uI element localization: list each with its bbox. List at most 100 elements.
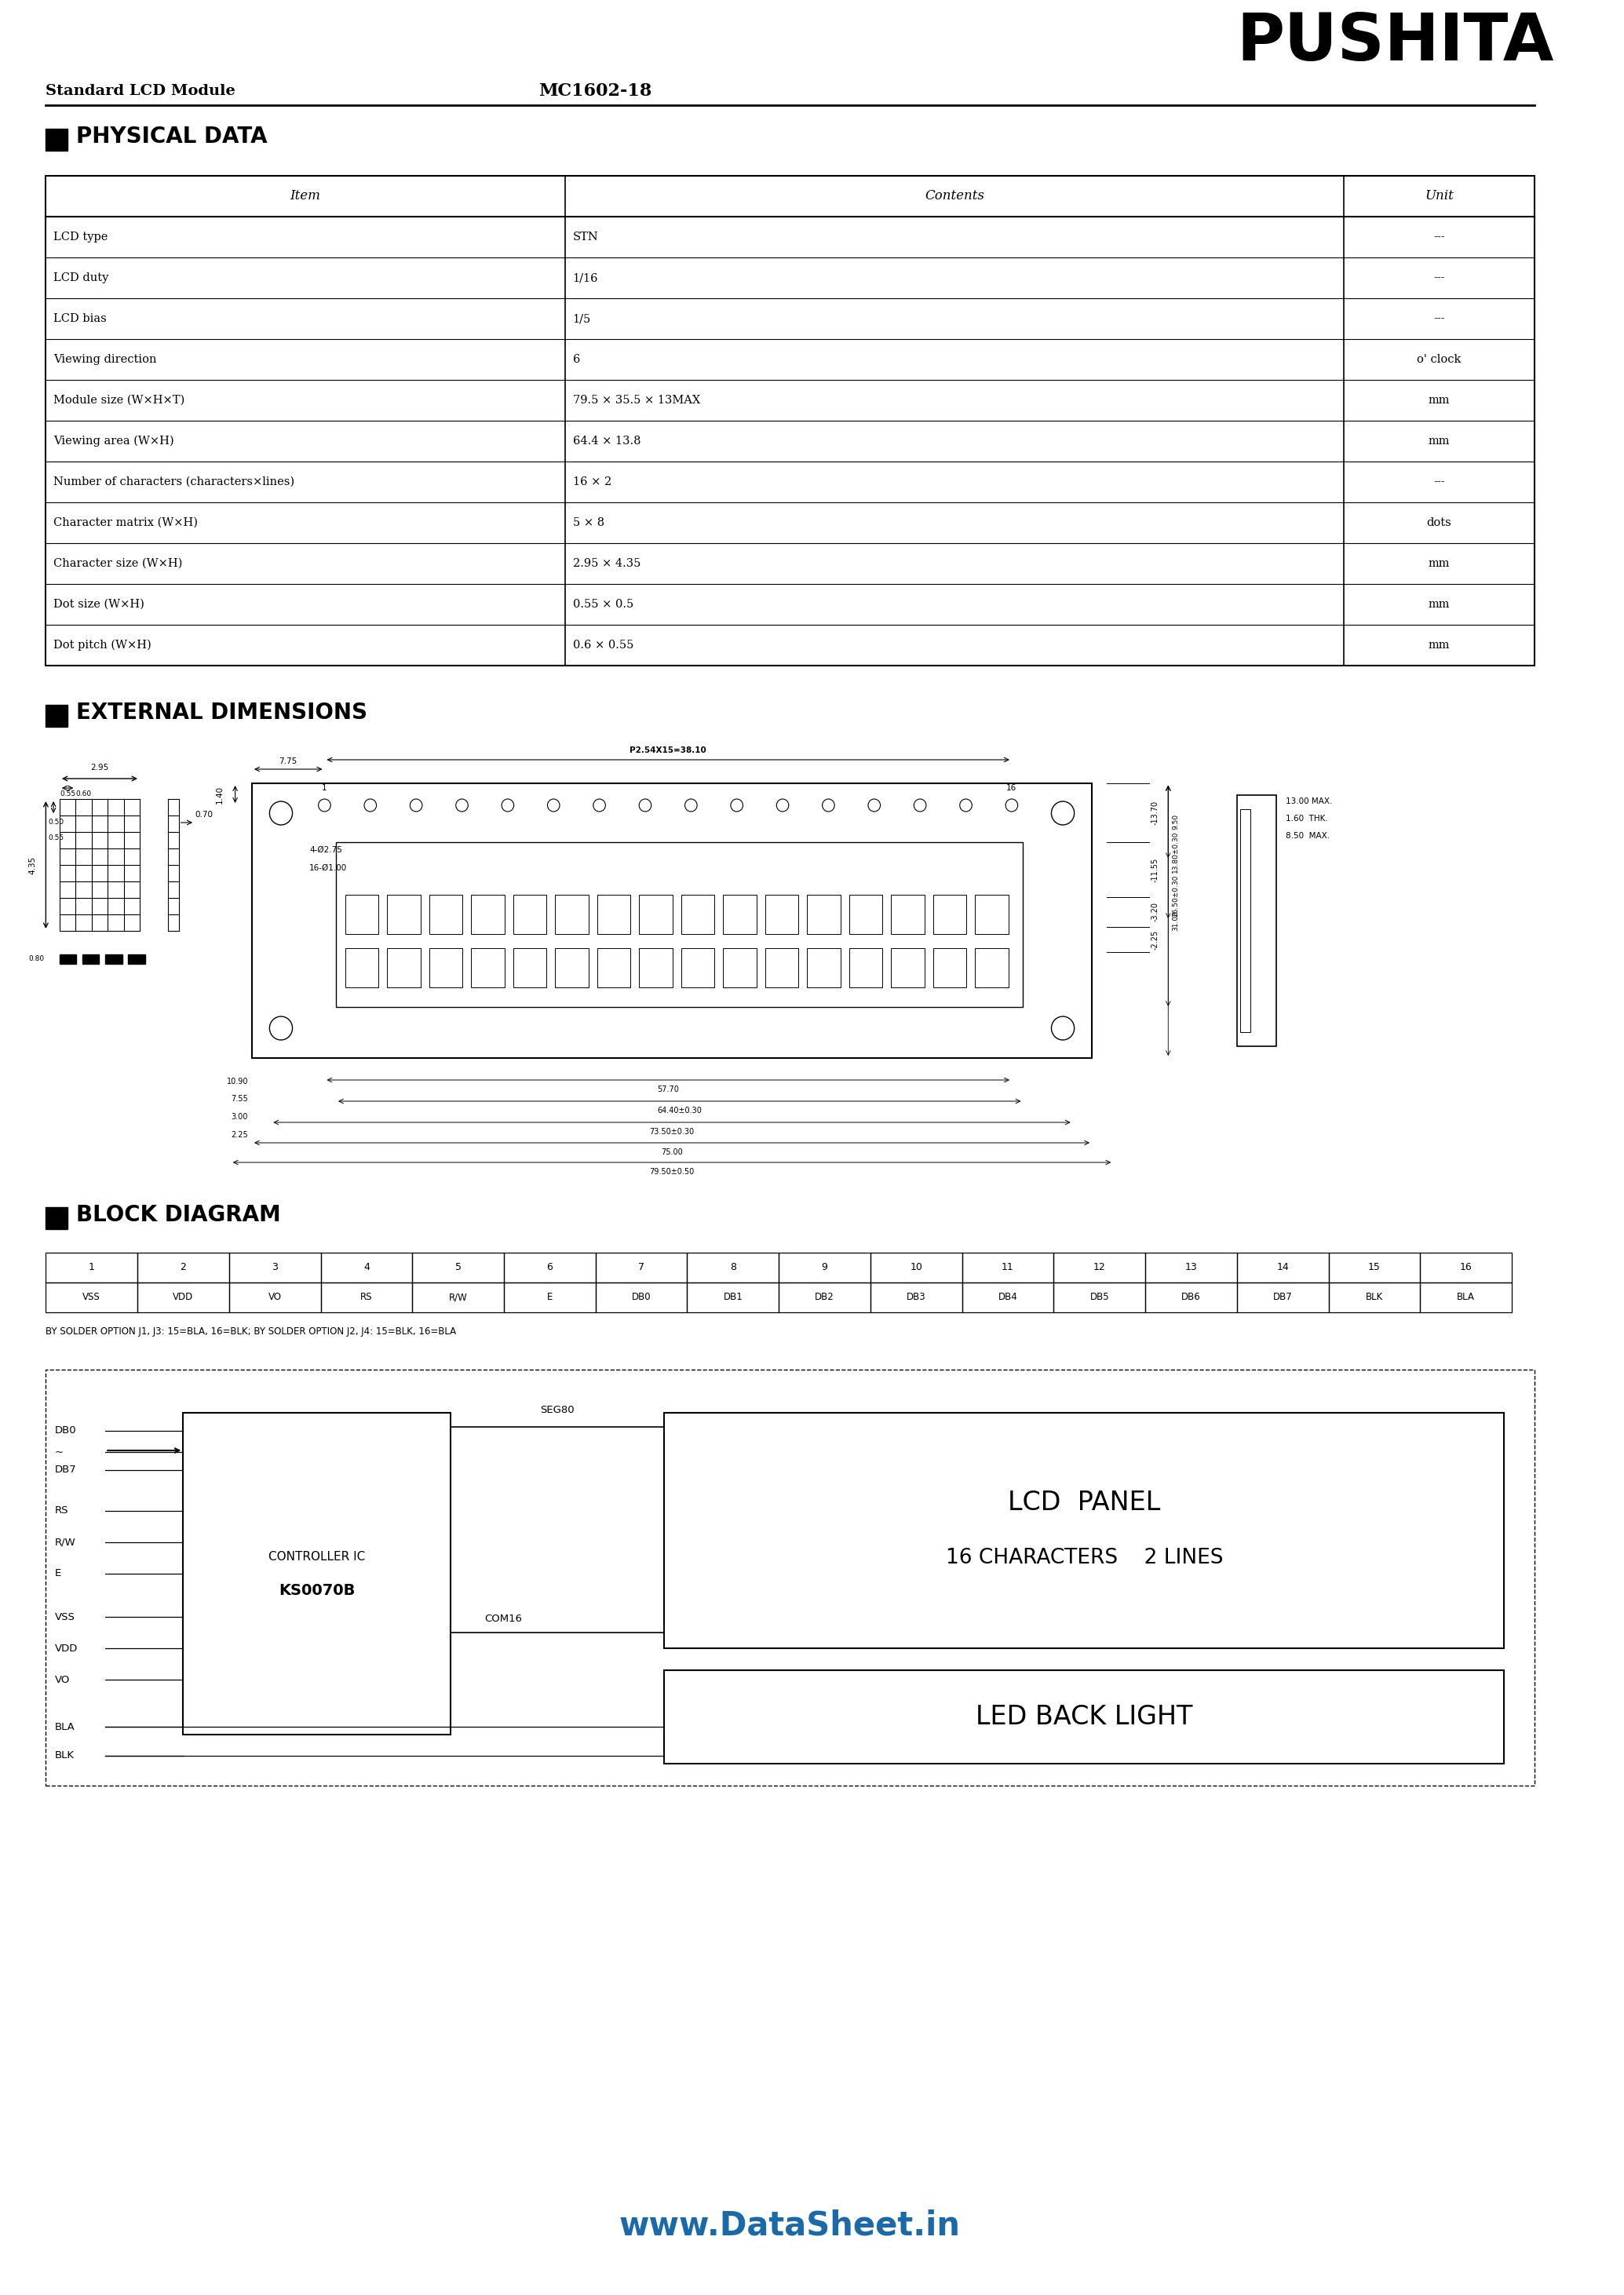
Text: CONTROLLER IC: CONTROLLER IC (268, 1551, 365, 1563)
Bar (664, 1671, 1504, 1763)
Bar (1237, 1253, 1328, 1283)
Text: 9: 9 (822, 1262, 828, 1274)
Text: 0.60: 0.60 (76, 789, 91, 796)
Bar (45, 177, 1535, 666)
Bar (138, 1283, 229, 1313)
Bar (870, 1253, 961, 1283)
Bar (961, 1253, 1054, 1283)
Text: DB0: DB0 (55, 1425, 76, 1437)
Text: 75.00: 75.00 (661, 1148, 682, 1157)
Text: P2.54X15=38.10: P2.54X15=38.10 (630, 746, 706, 755)
Text: LCD type: LCD type (54, 232, 107, 243)
Text: mm: mm (1429, 599, 1450, 610)
Text: 0.6 × 0.55: 0.6 × 0.55 (573, 640, 633, 652)
Bar (1237, 794, 1276, 1047)
Text: mm: mm (1429, 558, 1450, 569)
Text: 7.55: 7.55 (231, 1095, 248, 1104)
Text: 7.75: 7.75 (279, 757, 297, 764)
Bar (503, 1283, 596, 1313)
Text: Character matrix (W×H): Character matrix (W×H) (54, 516, 198, 528)
Text: EXTERNAL DIMENSIONS: EXTERNAL DIMENSIONS (76, 702, 367, 723)
Text: -13.70: -13.70 (1151, 801, 1160, 824)
Bar (513, 895, 547, 934)
Text: Module size (W×H×T): Module size (W×H×T) (54, 395, 185, 406)
Text: Viewing area (W×H): Viewing area (W×H) (54, 436, 174, 448)
Bar (974, 948, 1009, 987)
Bar (870, 1283, 961, 1313)
Bar (892, 895, 924, 934)
Text: 3: 3 (271, 1262, 278, 1274)
Text: 10: 10 (909, 1262, 922, 1274)
Text: MC1602-18: MC1602-18 (539, 83, 653, 99)
Text: DB7: DB7 (55, 1464, 76, 1476)
Text: 79.50±0.50: 79.50±0.50 (650, 1168, 695, 1175)
Text: DB6: DB6 (1181, 1292, 1200, 1304)
Text: 2: 2 (180, 1262, 187, 1274)
Text: 0.55 × 0.5: 0.55 × 0.5 (573, 599, 633, 610)
Bar (346, 948, 378, 987)
Text: Viewing direction: Viewing direction (54, 353, 156, 365)
Text: RS: RS (361, 1292, 372, 1304)
Bar (680, 895, 715, 934)
Text: PHYSICAL DATA: PHYSICAL DATA (76, 126, 268, 147)
Bar (387, 948, 421, 987)
Text: E: E (547, 1292, 552, 1304)
Bar (503, 1253, 596, 1283)
Text: 6: 6 (547, 1262, 552, 1274)
Text: www.DataSheet.in: www.DataSheet.in (619, 2210, 960, 2242)
Bar (106, 955, 122, 964)
Text: BLA: BLA (55, 1721, 75, 1733)
Bar (723, 948, 757, 987)
Bar (807, 948, 841, 987)
Text: -3.20: -3.20 (1151, 902, 1160, 923)
Text: 0.70: 0.70 (195, 810, 213, 819)
Text: STN: STN (573, 232, 598, 243)
Bar (598, 895, 630, 934)
Text: 13.80±0.30: 13.80±0.30 (1173, 831, 1179, 872)
Text: 10.90: 10.90 (227, 1079, 248, 1086)
Text: 12: 12 (1093, 1262, 1106, 1274)
Text: 0.80: 0.80 (29, 955, 44, 962)
Text: E: E (55, 1567, 62, 1579)
Text: 57.70: 57.70 (658, 1086, 679, 1092)
Text: R/W: R/W (448, 1292, 468, 1304)
Text: VDD: VDD (172, 1292, 193, 1304)
Text: Dot size (W×H): Dot size (W×H) (54, 599, 145, 610)
Bar (45, 129, 67, 151)
Bar (1328, 1283, 1419, 1313)
Bar (892, 948, 924, 987)
Text: ---: --- (1434, 312, 1445, 324)
Text: 1/5: 1/5 (573, 312, 591, 324)
Text: LCD duty: LCD duty (54, 273, 109, 282)
Text: 14: 14 (1276, 1262, 1289, 1274)
Bar (83, 955, 99, 964)
Text: Number of characters (characters×lines): Number of characters (characters×lines) (54, 477, 294, 487)
Text: 1: 1 (322, 785, 326, 792)
Text: DB4: DB4 (999, 1292, 1018, 1304)
Bar (45, 1370, 1535, 1786)
Bar (555, 895, 588, 934)
Text: 79.5 × 35.5 × 13MAX: 79.5 × 35.5 × 13MAX (573, 395, 700, 406)
Text: 4.35: 4.35 (29, 856, 37, 874)
Bar (807, 895, 841, 934)
Text: 16-Ø1.00: 16-Ø1.00 (309, 865, 348, 872)
Bar (598, 948, 630, 987)
Text: 26.50±0.30: 26.50±0.30 (1173, 874, 1179, 918)
Text: 64.40±0.30: 64.40±0.30 (658, 1106, 702, 1115)
Bar (723, 895, 757, 934)
Bar (184, 1414, 450, 1735)
Text: 2.95 × 4.35: 2.95 × 4.35 (573, 558, 640, 569)
Bar (780, 1253, 870, 1283)
Text: 8.50  MAX.: 8.50 MAX. (1286, 833, 1330, 840)
Bar (471, 895, 505, 934)
Bar (336, 842, 1023, 1008)
Text: 5 × 8: 5 × 8 (573, 516, 604, 528)
Text: Character size (W×H): Character size (W×H) (54, 558, 182, 569)
Bar (687, 1253, 780, 1283)
Bar (640, 895, 672, 934)
Text: 16: 16 (1007, 785, 1017, 792)
Bar (849, 948, 882, 987)
Text: 31.00: 31.00 (1173, 911, 1179, 932)
Text: 73.50±0.30: 73.50±0.30 (650, 1127, 695, 1136)
Bar (60, 955, 76, 964)
